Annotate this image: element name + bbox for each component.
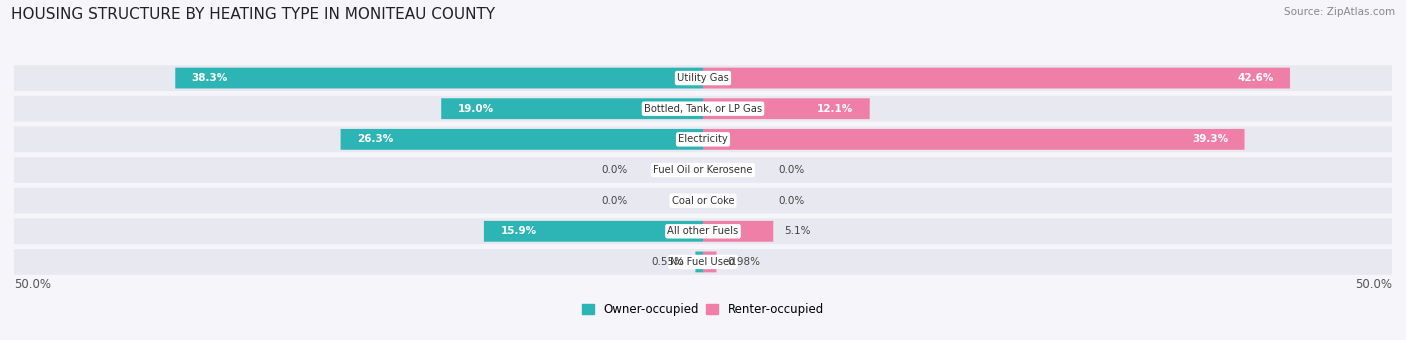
Text: 42.6%: 42.6% xyxy=(1237,73,1274,83)
Text: 26.3%: 26.3% xyxy=(357,134,394,144)
Text: Fuel Oil or Kerosene: Fuel Oil or Kerosene xyxy=(654,165,752,175)
Text: 0.0%: 0.0% xyxy=(600,195,627,206)
Text: 12.1%: 12.1% xyxy=(817,104,853,114)
Text: 50.0%: 50.0% xyxy=(14,278,51,291)
FancyBboxPatch shape xyxy=(14,65,1392,91)
Text: Utility Gas: Utility Gas xyxy=(678,73,728,83)
Text: Source: ZipAtlas.com: Source: ZipAtlas.com xyxy=(1284,7,1395,17)
Text: All other Fuels: All other Fuels xyxy=(668,226,738,236)
Text: 39.3%: 39.3% xyxy=(1192,134,1227,144)
Text: 15.9%: 15.9% xyxy=(501,226,537,236)
FancyBboxPatch shape xyxy=(14,188,1392,214)
FancyBboxPatch shape xyxy=(484,221,703,242)
FancyBboxPatch shape xyxy=(176,68,703,88)
FancyBboxPatch shape xyxy=(696,252,703,272)
Text: 50.0%: 50.0% xyxy=(1355,278,1392,291)
FancyBboxPatch shape xyxy=(703,252,717,272)
Text: 0.0%: 0.0% xyxy=(779,165,806,175)
FancyBboxPatch shape xyxy=(14,126,1392,152)
Text: 5.1%: 5.1% xyxy=(785,226,811,236)
FancyBboxPatch shape xyxy=(441,98,703,119)
Text: Coal or Coke: Coal or Coke xyxy=(672,195,734,206)
Text: 0.98%: 0.98% xyxy=(727,257,761,267)
FancyBboxPatch shape xyxy=(703,129,1244,150)
Text: 0.55%: 0.55% xyxy=(651,257,685,267)
FancyBboxPatch shape xyxy=(14,249,1392,275)
FancyBboxPatch shape xyxy=(703,98,870,119)
Text: HOUSING STRUCTURE BY HEATING TYPE IN MONITEAU COUNTY: HOUSING STRUCTURE BY HEATING TYPE IN MON… xyxy=(11,7,495,22)
Legend: Owner-occupied, Renter-occupied: Owner-occupied, Renter-occupied xyxy=(578,298,828,321)
Text: Electricity: Electricity xyxy=(678,134,728,144)
FancyBboxPatch shape xyxy=(340,129,703,150)
Text: 38.3%: 38.3% xyxy=(191,73,228,83)
Text: 0.0%: 0.0% xyxy=(779,195,806,206)
FancyBboxPatch shape xyxy=(14,157,1392,183)
FancyBboxPatch shape xyxy=(14,96,1392,122)
FancyBboxPatch shape xyxy=(703,68,1289,88)
Text: Bottled, Tank, or LP Gas: Bottled, Tank, or LP Gas xyxy=(644,104,762,114)
FancyBboxPatch shape xyxy=(14,218,1392,244)
Text: No Fuel Used: No Fuel Used xyxy=(671,257,735,267)
Text: 19.0%: 19.0% xyxy=(458,104,494,114)
Text: 0.0%: 0.0% xyxy=(600,165,627,175)
FancyBboxPatch shape xyxy=(703,221,773,242)
